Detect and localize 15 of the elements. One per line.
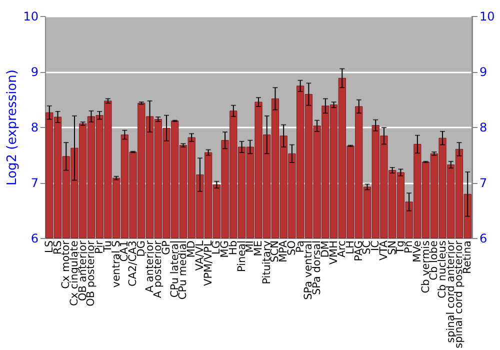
y-tick-label: 7 [30,176,38,190]
y-tick-label: 6 [30,232,38,246]
y-axis-title: Log2 (expression) [5,70,20,186]
x-tick-label: Tg [394,240,407,255]
y-tick-label: 8 [30,120,38,134]
y2-tick-label: 10 [480,10,495,24]
y2-tick-label: 9 [480,65,488,79]
x-tick-label: Pituitary [260,240,273,284]
x-tick-label: OB posterior [85,240,98,306]
y-tick-label: 10 [23,10,38,24]
y2-tick-label: 8 [480,120,488,134]
y2-tick-label: 7 [480,176,488,190]
y-tick-label: 9 [30,65,38,79]
x-tick-label: A posterior [152,240,164,298]
y2-tick-label: 6 [480,232,488,246]
